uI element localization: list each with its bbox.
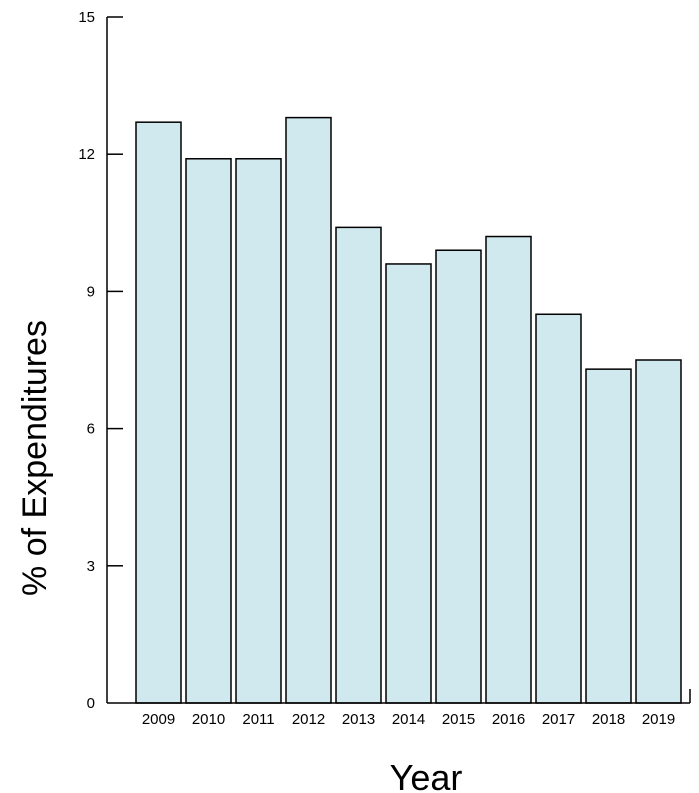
x-tick-label: 2015 — [442, 711, 475, 728]
bar-2017 — [535, 313, 582, 704]
x-tick-label: 2012 — [292, 711, 325, 728]
x-tick-label: 2019 — [642, 711, 675, 728]
bar-2016 — [485, 235, 532, 704]
bar-2018 — [585, 368, 632, 704]
x-tick-labels: 2009 2010 2011 2012 2013 2014 2015 2016 2017 2018… — [142, 711, 675, 728]
bar-2012 — [285, 116, 332, 704]
x-tick-label: 2018 — [592, 711, 625, 728]
bars-group — [135, 116, 682, 704]
bar-2013 — [335, 226, 382, 704]
x-tick-label: 2013 — [342, 711, 375, 728]
x-tick-label: 2009 — [142, 711, 175, 728]
x-tick-label: 2017 — [542, 711, 575, 728]
y-tick-label: 3 — [87, 558, 95, 575]
x-axis-title: Year — [390, 757, 463, 793]
y-axis-title: % of Expenditures — [16, 320, 54, 596]
x-tick-label: 2011 — [242, 711, 274, 728]
bar-2011 — [235, 158, 282, 704]
bar-2015 — [435, 249, 482, 704]
x-tick-label: 2014 — [392, 711, 425, 728]
y-tick-label: 9 — [87, 283, 95, 300]
bar-2014 — [385, 263, 432, 704]
bar-2010 — [185, 158, 232, 704]
x-tick-label: 2010 — [192, 711, 225, 728]
x-tick-label: 2016 — [492, 711, 525, 728]
x-axis: 2009 2010 2011 2012 2013 2014 2015 2016 2017 2018… — [107, 689, 691, 728]
y-tick-label: 6 — [87, 421, 95, 438]
y-tick-label: 15 — [78, 9, 95, 26]
y-tick-label: 0 — [87, 695, 95, 712]
bar-2019 — [635, 359, 682, 704]
bar-2009 — [135, 121, 182, 704]
y-ticks: 0 3 6 9 12 15 — [78, 9, 123, 712]
y-axis: 0 3 6 9 12 15 — [78, 9, 123, 712]
y-tick-label: 12 — [78, 146, 95, 163]
